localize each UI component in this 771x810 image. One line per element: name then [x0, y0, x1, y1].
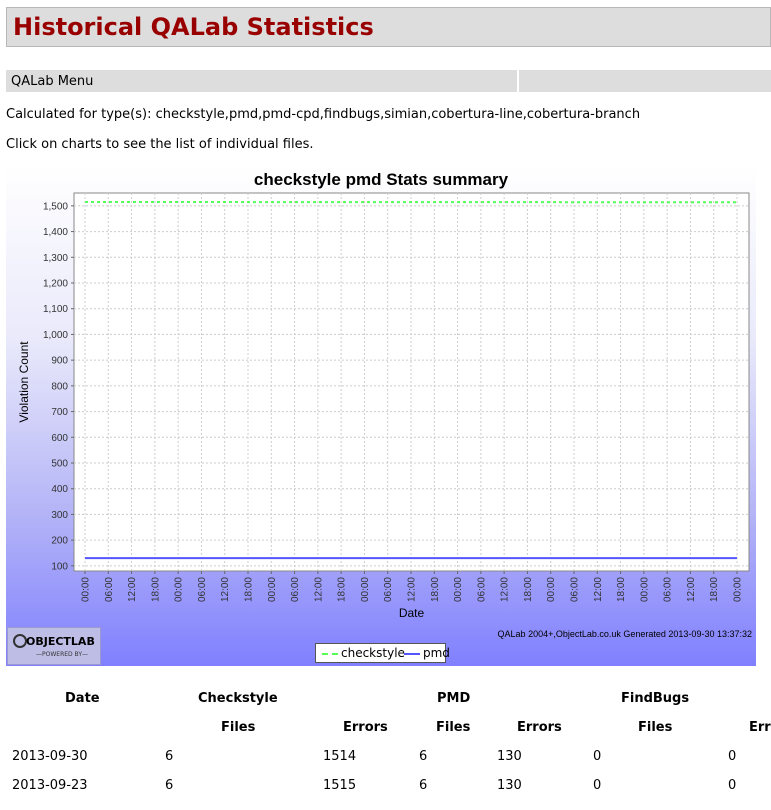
chart-title: checkstyle pmd Stats summary: [254, 170, 509, 189]
x-tick-label: 00:00: [81, 577, 92, 602]
x-tick-label: 12:00: [407, 577, 418, 602]
x-tick-label: 00:00: [267, 577, 278, 602]
y-tick-label: 600: [51, 433, 68, 444]
y-tick-label: 200: [51, 536, 68, 547]
x-tick-label: 12:00: [593, 577, 604, 602]
row2-date: 2013-09-23: [12, 778, 88, 793]
x-tick-label: 06:00: [570, 577, 581, 602]
y-tick-label: 1,500: [43, 201, 68, 212]
x-tick-label: 00:00: [546, 577, 557, 602]
x-tick-label: 18:00: [150, 577, 161, 602]
menu-bar: QALab Menu: [6, 70, 771, 92]
row2-findbugs-files: 0: [593, 778, 602, 793]
header-date: Date: [65, 691, 100, 706]
x-tick-label: 06:00: [476, 577, 487, 602]
y-axis-label: Violation Count: [17, 341, 31, 423]
x-tick-label: 00:00: [360, 577, 371, 602]
stats-summary-chart[interactable]: checkstyle pmd Stats summary 100 200 300 400…: [6, 166, 756, 666]
subheader-pmd-errors: Errors: [517, 720, 562, 735]
header-pmd: PMD: [437, 691, 471, 706]
x-tick-label: 06:00: [197, 577, 208, 602]
y-tick-label: 1,200: [43, 279, 68, 290]
chart-svg: checkstyle pmd Stats summary 100 200 300 400…: [17, 170, 750, 620]
x-tick-label: 00:00: [639, 577, 650, 602]
calculated-for-text: Calculated for type(s): checkstyle,pmd,p…: [6, 107, 641, 122]
x-tick-label: 00:00: [453, 577, 464, 602]
y-tick-label: 800: [51, 381, 68, 392]
subheader-findbugs-errors: Errors: [749, 720, 771, 735]
y-tick-label: 100: [51, 561, 68, 572]
objectlab-logo-icon: [13, 634, 27, 648]
x-tick-label: 06:00: [383, 577, 394, 602]
objectlab-logo: OBJECTLAB —POWERED BY—: [7, 627, 101, 665]
subheader-pmd-files: Files: [436, 720, 471, 735]
page-title: Historical QALab Statistics: [13, 13, 374, 41]
x-tick-label: 12:00: [313, 577, 324, 602]
x-tick-label: 18:00: [616, 577, 627, 602]
row1-checkstyle-errors: 1514: [323, 749, 357, 764]
x-tick-label: 06:00: [104, 577, 115, 602]
legend-checkstyle-label: checkstyle: [341, 646, 405, 660]
menu-divider: [517, 70, 519, 92]
x-axis-label: Date: [399, 606, 425, 620]
row1-pmd-errors: 130: [497, 749, 522, 764]
y-tick-label: 1,000: [43, 330, 68, 341]
x-tick-label: 00:00: [733, 577, 744, 602]
x-tick-label: 12:00: [220, 577, 231, 602]
y-tick-label: 400: [51, 484, 68, 495]
qalab-menu-link[interactable]: QALab Menu: [11, 74, 94, 89]
x-tick-label: 18:00: [244, 577, 255, 602]
x-tick-label: 12:00: [686, 577, 697, 602]
chart-footer-note: QALab 2004+,ObjectLab.co.uk Generated 20…: [497, 629, 752, 639]
y-tick-label: 1,400: [43, 227, 68, 238]
x-tick-label: 00:00: [174, 577, 185, 602]
y-tick-label: 700: [51, 407, 68, 418]
x-tick-label: 18:00: [430, 577, 441, 602]
x-tick-label: 18:00: [523, 577, 534, 602]
y-tick-label: 1,300: [43, 253, 68, 264]
y-tick-label: 1,100: [43, 304, 68, 315]
logo-text: OBJECTLAB: [26, 635, 95, 648]
subheader-checkstyle-files: Files: [221, 720, 256, 735]
subheader-checkstyle-errors: Errors: [343, 720, 388, 735]
y-tick-label: 900: [51, 356, 68, 367]
legend-checkstyle-swatch: [322, 653, 338, 655]
header-findbugs: FindBugs: [621, 691, 690, 706]
row2-checkstyle-errors: 1515: [323, 778, 357, 793]
x-tick-label: 06:00: [290, 577, 301, 602]
subheader-findbugs-files: Files: [638, 720, 673, 735]
page-header: Historical QALab Statistics: [6, 7, 771, 47]
row1-findbugs-errors: 0: [728, 749, 737, 764]
x-tick-label: 18:00: [709, 577, 720, 602]
x-tick-label: 06:00: [663, 577, 674, 602]
legend-pmd-label: pmd: [423, 646, 450, 660]
row2-findbugs-errors: 0: [728, 778, 737, 793]
row1-pmd-files: 6: [419, 749, 428, 764]
x-tick-label: 18:00: [337, 577, 348, 602]
y-tick-label: 500: [51, 459, 68, 470]
legend-pmd-swatch: [404, 653, 420, 655]
row2-pmd-files: 6: [419, 778, 428, 793]
x-tick-label: 12:00: [127, 577, 138, 602]
row1-date: 2013-09-30: [12, 749, 88, 764]
click-hint-text: Click on charts to see the list of indiv…: [6, 137, 314, 152]
row2-checkstyle-files: 6: [165, 778, 174, 793]
row1-findbugs-files: 0: [593, 749, 602, 764]
y-tick-label: 300: [51, 510, 68, 521]
header-checkstyle: Checkstyle: [198, 691, 278, 706]
row2-pmd-errors: 130: [497, 778, 522, 793]
logo-subtext: —POWERED BY—: [36, 651, 89, 658]
chart-legend: checkstyle pmd: [315, 643, 450, 663]
row1-checkstyle-files: 6: [165, 749, 174, 764]
x-tick-label: 12:00: [500, 577, 511, 602]
